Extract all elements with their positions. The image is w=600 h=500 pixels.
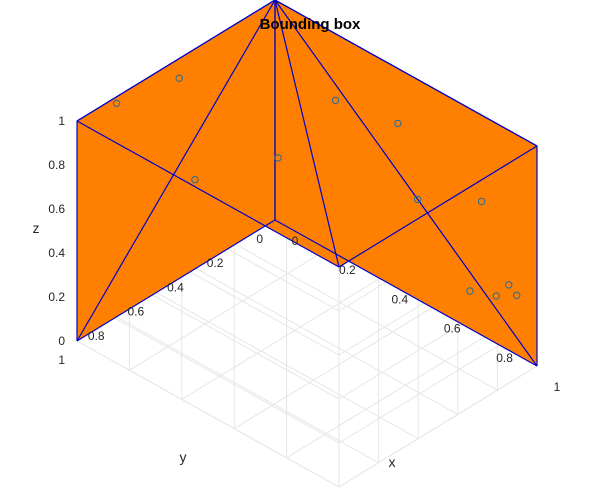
z-tick-label: 0.8 <box>48 158 65 172</box>
grid-line <box>235 243 498 391</box>
data-point <box>331 96 340 105</box>
box-edge <box>338 145 538 268</box>
z-tick-label: 1 <box>58 114 65 128</box>
y-tick-label: 0 <box>256 232 263 246</box>
tick-labels: 0 0.2 0.4 0.6 0.8 1 0 0.2 0.4 0.6 0.8 1 0 0.2 0.4 0.6 0.… <box>48 114 560 394</box>
y-tick-label: 1 <box>58 353 65 367</box>
grid-line <box>116 316 379 464</box>
box-edge <box>274 219 538 367</box>
x-tick-label: 0.6 <box>444 322 461 336</box>
data-point <box>477 197 486 206</box>
grid-line <box>338 365 538 488</box>
y-axis-label: y <box>180 449 187 465</box>
data-point <box>512 291 521 300</box>
data-point <box>413 195 422 204</box>
data-point <box>175 74 183 83</box>
box-edge <box>76 0 276 122</box>
x-tick-label: 0.2 <box>339 263 356 277</box>
x-axis-label: x <box>389 454 396 470</box>
grid-line <box>233 307 433 430</box>
box-edge <box>274 0 340 268</box>
grid-line <box>195 267 459 415</box>
box-edge <box>274 0 538 367</box>
grid-line <box>181 277 381 400</box>
data-points <box>112 74 521 300</box>
box-edges <box>76 0 538 367</box>
z-tick-label: 0 <box>58 334 65 348</box>
x-tick-label: 0.8 <box>496 351 513 365</box>
grid-line <box>286 336 485 459</box>
grid-line <box>76 296 340 444</box>
box-faces <box>77 0 537 366</box>
data-point <box>274 154 282 162</box>
x-tick-label: 0 <box>292 234 299 248</box>
grid-line <box>76 340 340 488</box>
box-edge <box>76 120 340 268</box>
data-point <box>394 119 402 128</box>
z-tick-label: 0.6 <box>48 202 65 216</box>
x-tick-label: 0.4 <box>391 292 408 306</box>
data-point <box>191 175 199 184</box>
box-edge <box>274 0 538 147</box>
z-tick-label: 0.2 <box>48 290 65 304</box>
box-edge <box>76 0 276 342</box>
data-point <box>492 292 500 300</box>
z-axis-label: z <box>33 220 40 236</box>
y-tick-label: 0.2 <box>207 256 224 270</box>
grid-line <box>155 292 419 440</box>
grid-line <box>129 248 328 371</box>
data-point <box>466 287 474 295</box>
y-tick-label: 0.6 <box>128 305 145 319</box>
y-tick-label: 0.8 <box>88 329 105 343</box>
box-edge <box>76 219 276 342</box>
data-point <box>505 281 513 289</box>
data-point <box>112 99 121 108</box>
x-tick-label: 1 <box>554 380 561 394</box>
z-tick-label: 0.4 <box>48 246 65 260</box>
y-tick-label: 0.4 <box>167 280 184 294</box>
chart-title: Bounding box <box>260 16 361 33</box>
